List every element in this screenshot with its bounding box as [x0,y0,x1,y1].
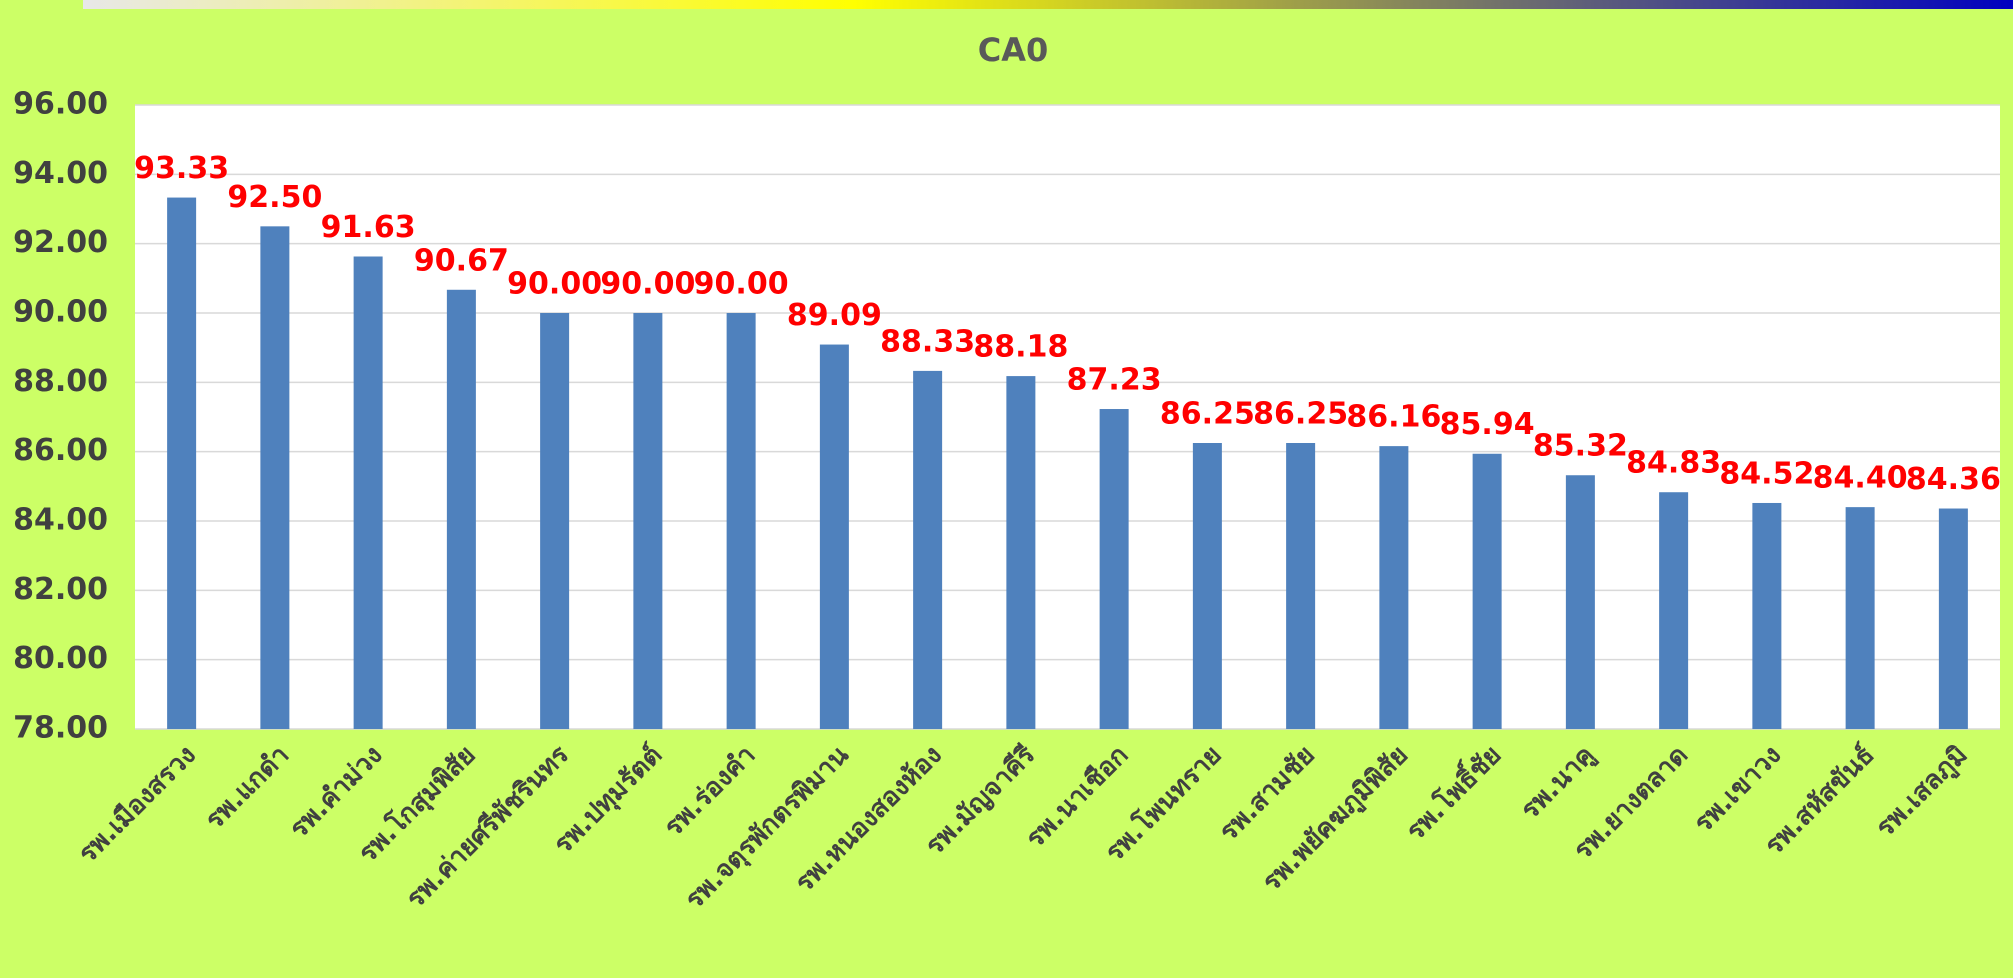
bar [1192,443,1222,729]
bar [1938,508,1968,729]
bar [913,370,943,729]
y-tick-label: 86.00 [13,433,108,468]
data-label: 87.23 [1067,363,1162,398]
bar [1286,443,1316,729]
data-label: 84.36 [1906,462,2001,497]
bar [1659,492,1689,729]
bar [1379,446,1409,729]
data-label: 84.40 [1813,461,1908,496]
data-label: 89.09 [787,298,882,333]
y-tick-label: 82.00 [13,572,108,607]
y-tick-label: 92.00 [13,225,108,260]
bar [1099,409,1129,729]
y-tick-label: 88.00 [13,364,108,399]
y-tick-label: 78.00 [13,711,108,746]
data-label: 86.25 [1160,397,1255,432]
data-label: 84.83 [1626,446,1721,481]
data-label: 88.33 [880,324,975,359]
bar [260,226,290,730]
y-tick-label: 90.00 [13,295,108,330]
data-label: 86.25 [1253,397,1348,432]
data-label: 90.00 [600,267,695,302]
data-label: 90.67 [414,243,509,278]
data-label: 84.52 [1719,456,1814,491]
bar [167,197,197,729]
data-label: 90.00 [694,267,789,302]
bar [819,344,849,729]
data-label: 93.33 [134,151,229,186]
y-tick-label: 94.00 [13,156,108,191]
bar [1565,475,1595,729]
data-label: 88.18 [973,330,1068,365]
data-label: 90.00 [507,267,602,302]
bar [1752,502,1782,729]
plot-area [135,105,2000,729]
data-label: 85.32 [1533,429,1628,464]
y-tick-label: 84.00 [13,503,108,538]
bar [1006,376,1036,729]
data-label: 85.94 [1440,407,1535,442]
top-strip [83,0,2013,9]
bar [353,256,383,729]
bar [446,289,476,729]
bar [726,313,756,729]
bar [1845,507,1875,729]
bar [1472,453,1502,729]
bar [633,313,663,729]
y-tick-label: 96.00 [13,87,108,122]
data-label: 86.16 [1346,400,1441,435]
y-tick-label: 80.00 [13,641,108,676]
data-label: 92.50 [227,180,322,215]
bar [540,313,570,729]
data-label: 91.63 [321,210,416,245]
chart-title: CA0 [978,31,1049,69]
